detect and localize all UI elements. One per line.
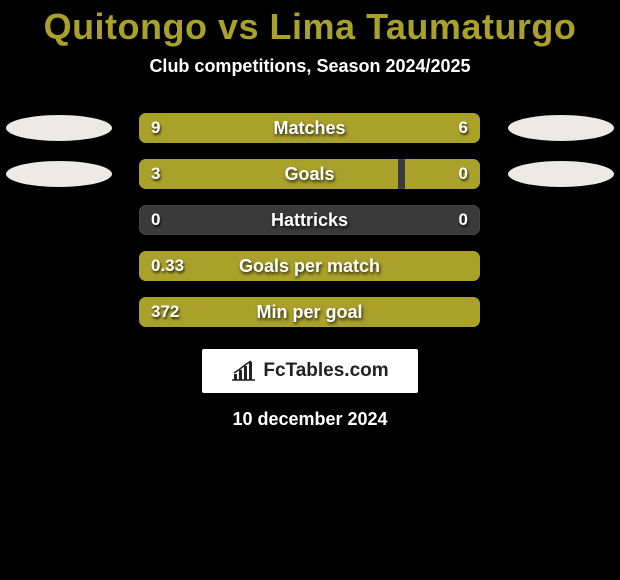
stat-metric-label: Hattricks [139, 205, 480, 235]
stat-row: 96Matches [0, 113, 620, 143]
player-left-avatar [6, 115, 112, 141]
subtitle: Club competitions, Season 2024/2025 [0, 56, 620, 77]
stat-bar-left-segment [139, 159, 398, 189]
stat-left-value: 0.33 [151, 251, 184, 281]
stat-row: 0.33Goals per match [0, 251, 620, 281]
comparison-card: Quitongo vs Lima Taumaturgo Club competi… [0, 0, 620, 580]
date-label: 10 december 2024 [0, 409, 620, 430]
stat-rows: 96Matches30Goals00Hattricks0.33Goals per… [0, 113, 620, 327]
logo-card: FcTables.com [202, 349, 418, 393]
player-right-avatar [508, 161, 614, 187]
stat-bar-left-segment [139, 297, 480, 327]
stat-bar-right-segment [405, 159, 480, 189]
stat-left-value: 0 [151, 205, 160, 235]
stat-bar: 0.33Goals per match [139, 251, 480, 281]
stat-left-value: 372 [151, 297, 179, 327]
stat-left-value: 9 [151, 113, 160, 143]
stat-bar: 0 0Hattricks [139, 205, 480, 235]
stat-left-value: 3 [151, 159, 160, 189]
stat-right-value: 0 [459, 205, 468, 235]
stat-bar-left-segment [139, 113, 344, 143]
stat-bar-left-segment [139, 251, 480, 281]
player-right-avatar [508, 115, 614, 141]
stat-bar: 30Goals [139, 159, 480, 189]
stat-row: 372Min per goal [0, 297, 620, 327]
page-title: Quitongo vs Lima Taumaturgo [0, 6, 620, 48]
fctables-chart-icon [231, 360, 257, 382]
stat-right-value: 6 [459, 113, 468, 143]
logo-text: FcTables.com [263, 360, 388, 382]
stat-bar: 96Matches [139, 113, 480, 143]
stat-row: 0 0Hattricks [0, 205, 620, 235]
stat-bar: 372Min per goal [139, 297, 480, 327]
stat-row: 30Goals [0, 159, 620, 189]
stat-right-value: 0 [459, 159, 468, 189]
player-left-avatar [6, 161, 112, 187]
